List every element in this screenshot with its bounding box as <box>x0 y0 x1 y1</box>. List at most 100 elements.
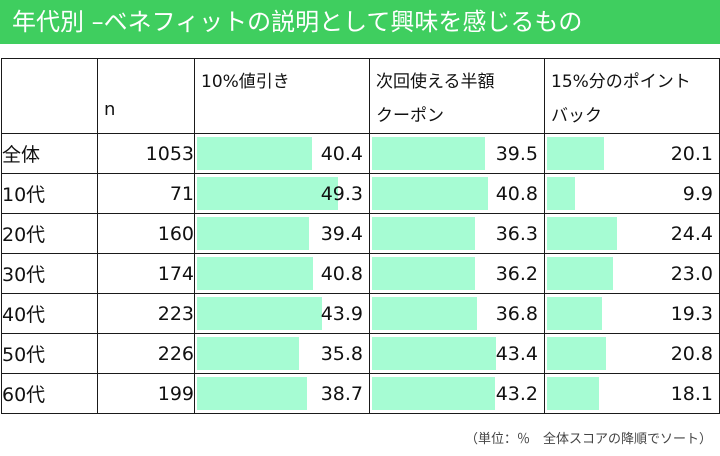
value-label: 40.8 <box>320 262 363 285</box>
footnote: （単位：％ 全体スコアの降順でソート） <box>464 432 712 447</box>
value-bar <box>197 377 307 410</box>
value-bar <box>197 257 313 290</box>
value-cell: 39.4 <box>194 213 370 254</box>
value-label: 36.8 <box>495 302 538 325</box>
value-label: 43.9 <box>320 302 363 325</box>
table-row: 60代 199 38.7 43.2 18.1 <box>1 373 720 414</box>
header-coupon-label: 次回使える半額 クーポン <box>370 59 544 133</box>
table-body: 全体 1053 40.4 39.5 20.1 10代 71 49.3 40.8 9.9 20代 160… <box>1 133 720 414</box>
value-cell: 40.4 <box>194 133 370 174</box>
value-label: 24.4 <box>670 222 713 245</box>
value-bar <box>197 217 309 250</box>
row-n: 71 <box>97 173 195 214</box>
header-coupon-line2: クーポン <box>376 106 444 126</box>
header-pointback: 15%分のポイント バック <box>544 58 720 134</box>
value-bar <box>197 137 312 170</box>
row-label: 40代 <box>1 293 98 334</box>
row-n: 199 <box>97 373 195 414</box>
value-bar <box>547 337 606 370</box>
value-bar <box>547 137 604 170</box>
value-label: 36.3 <box>495 222 538 245</box>
value-label: 40.8 <box>495 182 538 205</box>
value-label: 9.9 <box>682 182 713 205</box>
value-label: 39.5 <box>495 142 538 165</box>
value-label: 35.8 <box>320 342 363 365</box>
value-cell: 23.0 <box>544 253 720 294</box>
row-n: 160 <box>97 213 195 254</box>
value-cell: 38.7 <box>194 373 370 414</box>
value-bar <box>197 297 322 330</box>
value-cell: 49.3 <box>194 173 370 214</box>
table-row: 10代 71 49.3 40.8 9.9 <box>1 173 720 214</box>
table-row: 40代 223 43.9 36.8 19.3 <box>1 293 720 334</box>
value-cell: 43.9 <box>194 293 370 334</box>
value-bar <box>197 337 299 370</box>
header-pointback-line1: 15%分のポイント <box>551 72 691 92</box>
page-title: 年代別 –ベネフィットの説明として興味を感じるもの <box>0 0 720 44</box>
value-label: 49.3 <box>320 182 363 205</box>
corner-cell <box>1 58 98 134</box>
header-discount-label: 10%値引き <box>201 72 290 92</box>
value-label: 40.4 <box>320 142 363 165</box>
row-label: 30代 <box>1 253 98 294</box>
header-n-label: n <box>104 99 116 120</box>
value-cell: 18.1 <box>544 373 720 414</box>
value-label: 23.0 <box>670 262 713 285</box>
value-label: 18.1 <box>670 382 713 405</box>
value-cell: 43.4 <box>369 333 545 374</box>
value-cell: 39.5 <box>369 133 545 174</box>
header-n: n <box>97 58 195 134</box>
header-discount: 10%値引き <box>194 58 370 134</box>
table-row: 全体 1053 40.4 39.5 20.1 <box>1 133 720 174</box>
value-cell: 40.8 <box>369 173 545 214</box>
row-n: 226 <box>97 333 195 374</box>
row-label: 20代 <box>1 213 98 254</box>
header-coupon-line1: 次回使える半額 <box>376 72 495 92</box>
header-coupon: 次回使える半額 クーポン <box>369 58 545 134</box>
table-row: 20代 160 39.4 36.3 24.4 <box>1 213 720 254</box>
value-bar <box>547 297 602 330</box>
header-pointback-line2: バック <box>551 106 602 126</box>
value-bar <box>547 177 575 210</box>
value-label: 20.8 <box>670 342 713 365</box>
value-cell: 36.3 <box>369 213 545 254</box>
header-pointback-label: 15%分のポイント バック <box>545 59 719 133</box>
value-cell: 36.2 <box>369 253 545 294</box>
value-bar <box>197 177 338 210</box>
row-label: 10代 <box>1 173 98 214</box>
value-cell: 40.8 <box>194 253 370 294</box>
value-bar <box>547 217 617 250</box>
value-bar <box>372 257 475 290</box>
value-bar <box>372 297 477 330</box>
value-cell: 35.8 <box>194 333 370 374</box>
table-header-row: n 10%値引き 次回使える半額 クーポン 15%分のポイント バック <box>1 58 720 134</box>
value-bar <box>547 257 613 290</box>
value-bar <box>547 377 599 410</box>
row-label: 全体 <box>1 133 98 174</box>
data-table: n 10%値引き 次回使える半額 クーポン 15%分のポイント バック 全体 10… <box>1 58 720 414</box>
table-row: 50代 226 35.8 43.4 20.8 <box>1 333 720 374</box>
value-label: 39.4 <box>320 222 363 245</box>
value-bar <box>372 377 495 410</box>
value-cell: 20.1 <box>544 133 720 174</box>
value-label: 38.7 <box>320 382 363 405</box>
value-cell: 19.3 <box>544 293 720 334</box>
value-bar <box>372 217 475 250</box>
value-label: 36.2 <box>495 262 538 285</box>
value-cell: 36.8 <box>369 293 545 334</box>
table-row: 30代 174 40.8 36.2 23.0 <box>1 253 720 294</box>
row-n: 1053 <box>97 133 195 174</box>
value-cell: 43.2 <box>369 373 545 414</box>
row-n: 174 <box>97 253 195 294</box>
value-label: 20.1 <box>670 142 713 165</box>
value-bar <box>372 137 485 170</box>
row-label: 60代 <box>1 373 98 414</box>
value-label: 43.4 <box>495 342 538 365</box>
value-label: 43.2 <box>495 382 538 405</box>
value-cell: 24.4 <box>544 213 720 254</box>
value-cell: 9.9 <box>544 173 720 214</box>
value-label: 19.3 <box>670 302 713 325</box>
value-cell: 20.8 <box>544 333 720 374</box>
value-bar <box>372 337 496 370</box>
row-label: 50代 <box>1 333 98 374</box>
